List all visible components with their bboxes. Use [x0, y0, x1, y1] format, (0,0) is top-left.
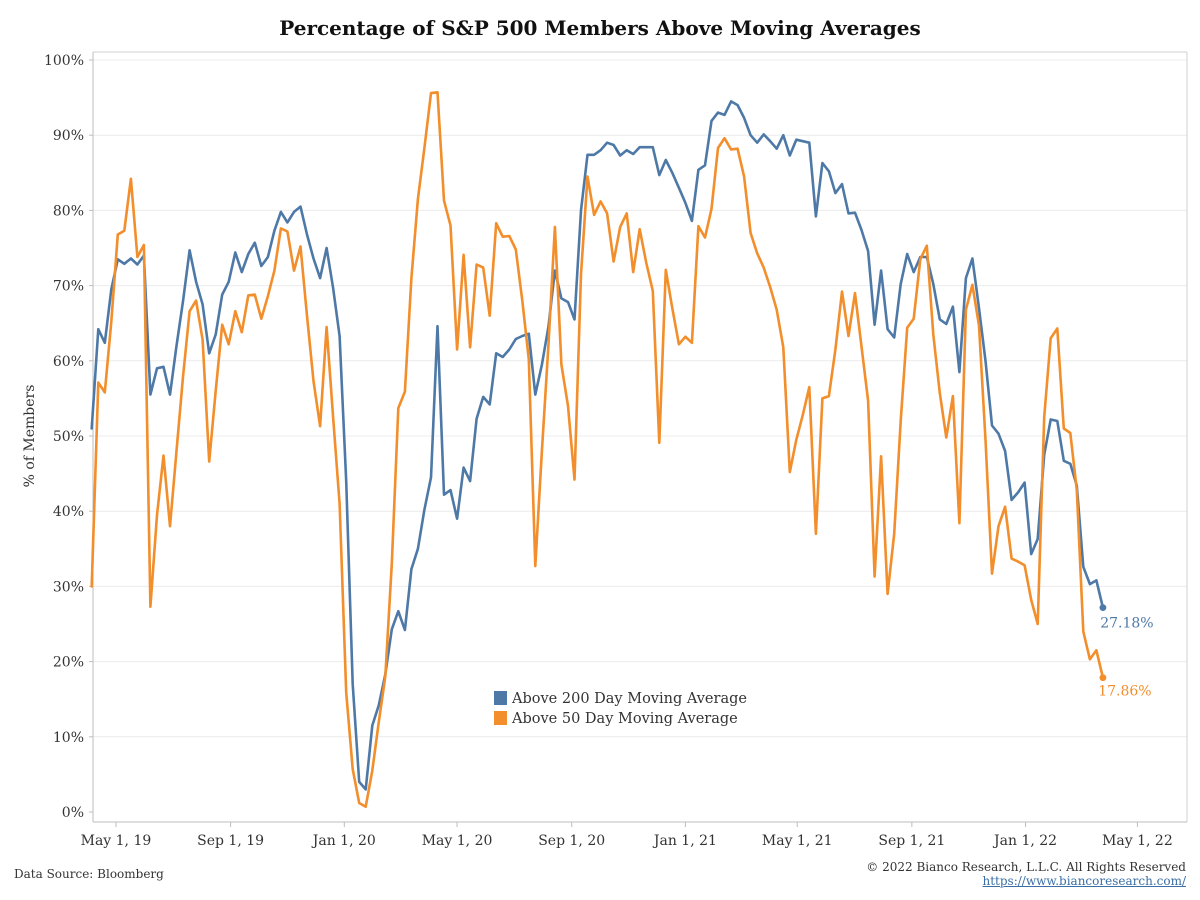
x-tick-label: Sep 1, 20	[538, 833, 605, 849]
y-axis-label: % of Members	[22, 385, 38, 488]
series-line	[90, 91, 1105, 809]
gridlines	[93, 59, 1187, 738]
y-tick-label: 30%	[53, 579, 84, 595]
y-tick-label: 20%	[53, 655, 84, 671]
y-tick-label: 100%	[44, 53, 84, 69]
x-tick-label: May 1, 19	[81, 833, 152, 849]
x-tick-label: May 1, 20	[422, 833, 493, 849]
legend-label: Above 50 Day Moving Average	[511, 711, 738, 727]
series-end-point	[1099, 604, 1107, 612]
copyright-text: © 2022 Bianco Research, L.L.C. All Right…	[866, 860, 1186, 874]
y-tick-label: 50%	[53, 429, 84, 445]
y-tick-label: 90%	[53, 128, 84, 144]
x-tick-label: Jan 1, 22	[992, 833, 1057, 849]
y-tick-label: 70%	[53, 279, 84, 295]
x-tick-label: May 1, 21	[762, 833, 833, 849]
series-line	[90, 100, 1105, 791]
x-tick-label: Jan 1, 20	[311, 833, 376, 849]
series-end-label: 17.86%	[1098, 684, 1151, 700]
y-tick-label: 10%	[53, 730, 84, 746]
y-tick-label: 0%	[62, 805, 84, 821]
axes: 0% 10% 20% 30% 40% 50% 60% 70% 80% 90% 100% May 1, …	[44, 51, 1188, 849]
legend: Above 200 Day Moving Average Above 50 Day…	[494, 691, 747, 727]
series-lines: 27.18% 17.86%	[90, 91, 1154, 809]
series-end-label: 27.18%	[1100, 616, 1153, 632]
chart-title: Percentage of S&P 500 Members Above Movi…	[279, 16, 921, 40]
series-end-point	[1099, 674, 1107, 682]
y-tick-label: 40%	[53, 504, 84, 520]
y-tick-label: 60%	[53, 354, 84, 370]
data-source: Data Source: Bloomberg	[14, 867, 164, 881]
footer-credits: © 2022 Bianco Research, L.L.C. All Right…	[866, 860, 1186, 888]
x-tick-label: May 1, 22	[1102, 833, 1173, 849]
website-link[interactable]: https://www.biancoresearch.com/	[982, 874, 1186, 888]
legend-swatch	[494, 711, 507, 725]
legend-swatch	[494, 691, 507, 705]
x-tick-label: Jan 1, 21	[652, 833, 717, 849]
y-tick-label: 80%	[53, 203, 84, 219]
x-tick-label: Sep 1, 21	[878, 833, 945, 849]
x-tick-label: Sep 1, 19	[197, 833, 264, 849]
legend-label: Above 200 Day Moving Average	[511, 691, 747, 707]
